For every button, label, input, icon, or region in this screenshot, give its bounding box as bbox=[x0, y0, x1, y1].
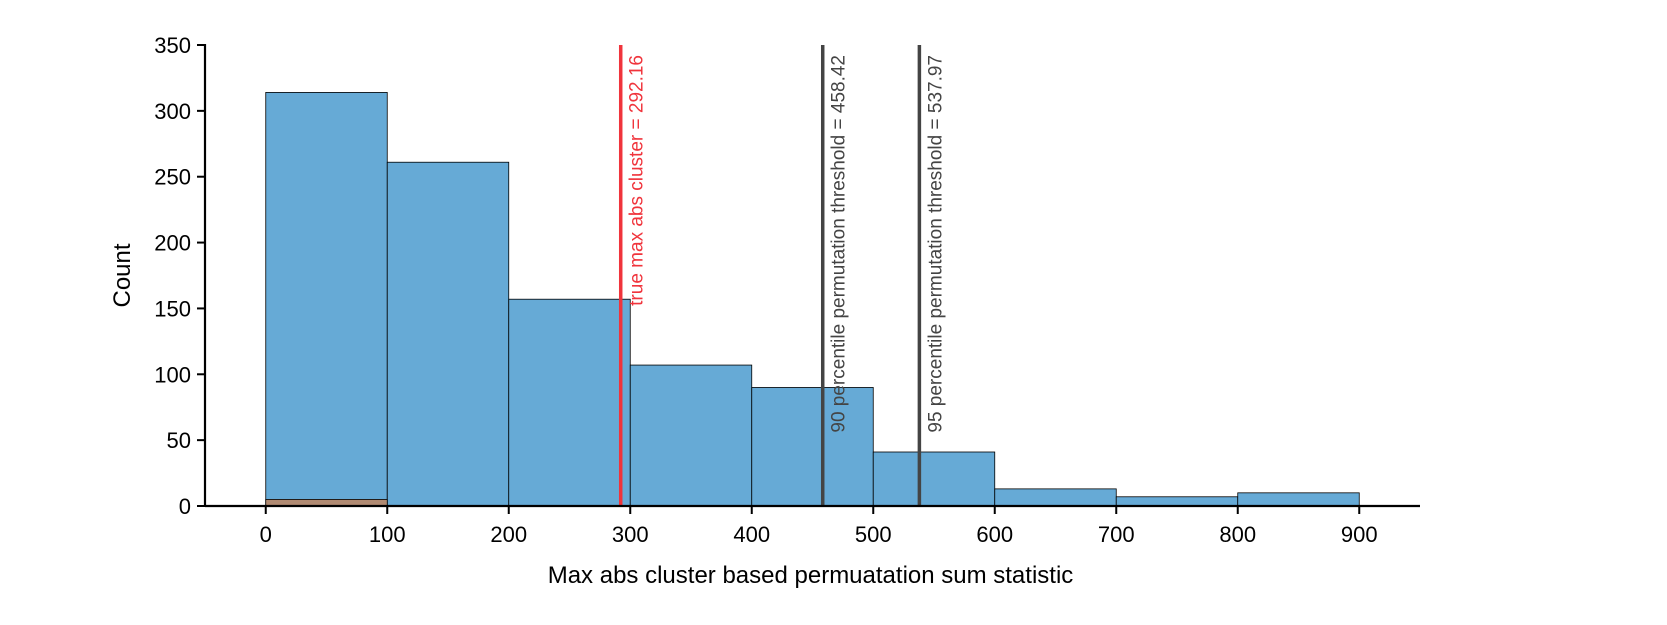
histogram-bar bbox=[629, 364, 753, 507]
histogram-bar bbox=[872, 451, 996, 507]
y-tick-label: 350 bbox=[154, 33, 191, 58]
x-tick-label: 700 bbox=[1098, 522, 1135, 547]
histogram-bar bbox=[386, 161, 510, 507]
y-tick-label: 150 bbox=[154, 296, 191, 321]
threshold-line-label: 95 percentile permutation threshold = 53… bbox=[925, 55, 946, 433]
x-tick-label: 100 bbox=[369, 522, 406, 547]
y-tick-label: 50 bbox=[167, 428, 191, 453]
x-axis-label: Max abs cluster based permuatation sum s… bbox=[548, 562, 1074, 589]
x-tick-label: 0 bbox=[260, 522, 272, 547]
histogram-bar bbox=[751, 387, 874, 507]
x-tick-label: 900 bbox=[1341, 522, 1378, 547]
y-tick-label: 0 bbox=[179, 494, 191, 519]
histogram-bar bbox=[508, 298, 631, 507]
histogram-bar bbox=[1237, 492, 1360, 507]
histogram-bar bbox=[994, 488, 1117, 507]
x-tick-label: 400 bbox=[733, 522, 770, 547]
histogram-bar bbox=[265, 92, 388, 507]
axes-layer: 0 50 100 150 200 250 300 350 0 100 200 300 400 500 600… bbox=[154, 33, 1420, 547]
x-tick-label: 500 bbox=[855, 522, 892, 547]
threshold-line-label: true max abs cluster = 292.16 bbox=[627, 55, 648, 306]
histogram-bar bbox=[1115, 496, 1239, 507]
bars-layer bbox=[265, 92, 1360, 507]
x-tick-label: 200 bbox=[490, 522, 527, 547]
x-tick-label: 800 bbox=[1219, 522, 1256, 547]
y-tick-label: 100 bbox=[154, 362, 191, 387]
y-tick-label: 250 bbox=[154, 165, 191, 190]
y-tick-label: 300 bbox=[154, 99, 191, 124]
y-tick-label: 200 bbox=[154, 231, 191, 256]
x-tick-label: 600 bbox=[976, 522, 1013, 547]
threshold-line-label: 90 percentile permutation threshold = 45… bbox=[829, 55, 850, 433]
vertical-lines-layer: true max abs cluster = 292.16 90 percenti… bbox=[618, 45, 946, 506]
y-axis-label: Count bbox=[109, 243, 136, 307]
x-tick-label: 300 bbox=[612, 522, 649, 547]
